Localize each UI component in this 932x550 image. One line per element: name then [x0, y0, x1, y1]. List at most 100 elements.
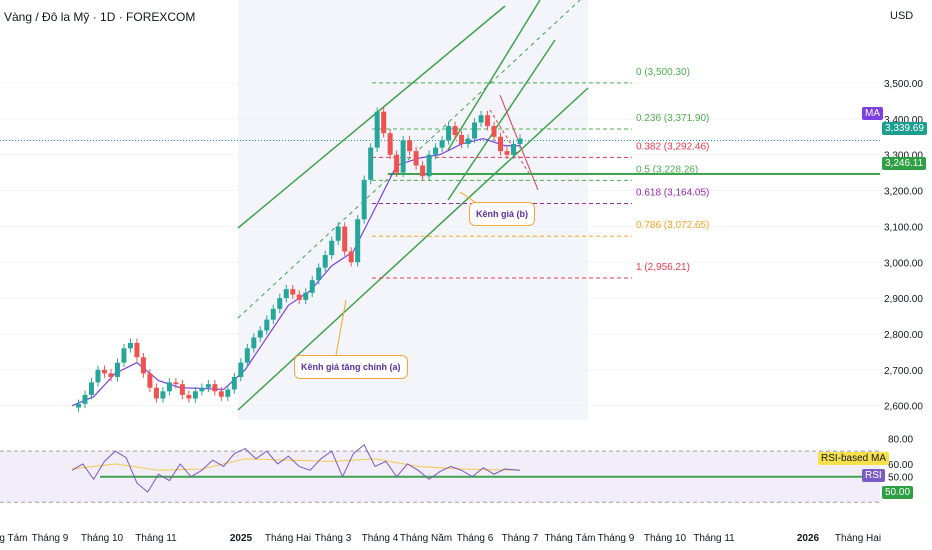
candle-body [368, 147, 374, 180]
candle-body [511, 143, 517, 155]
candle-body [270, 308, 276, 320]
candle-body [491, 126, 497, 137]
price-tick-2: 3,300.00 [884, 151, 923, 162]
rsi-legend[interactable]: RSI [862, 469, 885, 482]
time-tick-14: Tháng 11 [693, 533, 735, 544]
time-tick-2: Tháng 10 [81, 533, 124, 544]
candle-body [296, 294, 302, 300]
candle-body [173, 382, 179, 385]
price-tick-4: 3,100.00 [884, 222, 923, 233]
candle-body [160, 391, 166, 399]
candle-body [147, 373, 153, 388]
current-price-tag: 3,339.69 [882, 122, 927, 135]
time-tick-12: Tháng 9 [598, 533, 635, 544]
candle-body [394, 154, 400, 173]
candle-body [225, 389, 231, 397]
candle-body [387, 133, 393, 155]
price-tick-1: 3,400.00 [884, 115, 923, 126]
rsi-panel [0, 443, 880, 503]
candle-body [199, 387, 205, 392]
time-tick-0: Tháng Tám [0, 533, 27, 544]
candle-body [264, 319, 270, 331]
trend-channels[interactable] [237, 0, 880, 411]
channel-shade [238, 0, 588, 420]
candles [75, 107, 523, 412]
candle-body [446, 126, 452, 141]
rsi-ma-legend[interactable]: RSI-based MA [818, 452, 890, 465]
rsi-tick-1: 60.00 [888, 460, 913, 471]
price-axis[interactable]: 3,500.00 3,400.00 3,300.00 3,200.00 3,100.00… [884, 79, 923, 484]
candle-body [329, 240, 335, 256]
fib-label-2: 0.382 (3,292.46) [636, 141, 709, 152]
candle-body [374, 111, 380, 148]
rsi-tick-0: 80.00 [888, 434, 913, 445]
time-tick-10: Tháng 7 [502, 533, 539, 544]
time-tick-9: Tháng 6 [457, 533, 494, 544]
candle-body [277, 298, 283, 309]
candle-body [166, 382, 172, 392]
price-tick-5: 3,000.00 [884, 258, 923, 269]
fib-label-5: 0.786 (3,072.65) [636, 220, 709, 231]
candle-body [459, 135, 465, 144]
time-tick-13: Tháng 10 [644, 533, 687, 544]
candle-body [335, 226, 341, 241]
candle-body [153, 387, 159, 399]
candle-body [231, 376, 237, 390]
price-tick-0: 3,500.00 [884, 79, 923, 90]
price-tick-8: 2,700.00 [884, 366, 923, 377]
candle-body [485, 115, 491, 127]
channel-a-mid [237, 0, 581, 319]
candle-body [381, 111, 387, 134]
candle-body [257, 330, 263, 338]
ma-tag[interactable]: MA [862, 107, 883, 120]
price-tick-7: 2,800.00 [884, 330, 923, 341]
candle-body [303, 292, 309, 300]
candle-body [82, 394, 88, 404]
annotation-channel-b[interactable]: Kênh giá (b) [469, 202, 535, 226]
rsi-ma-line [71, 458, 521, 471]
fib-label-6: 1 (2,956.21) [636, 262, 690, 273]
time-tick-16: Tháng Hai [835, 533, 881, 544]
candle-body [355, 219, 361, 263]
candle-body [498, 136, 504, 152]
candle-body [186, 394, 192, 399]
rsi-line [71, 443, 521, 493]
candle-body [361, 179, 367, 220]
candle-body [478, 115, 484, 123]
annotation-channel-a[interactable]: Kênh giá tăng chính (a) [294, 355, 408, 379]
candle-body [348, 251, 354, 263]
time-tick-15: 2026 [797, 533, 820, 544]
time-tick-6: Tháng 3 [315, 533, 352, 544]
candle-body [439, 140, 445, 148]
time-tick-3: Tháng 11 [135, 533, 177, 544]
candle-body [95, 369, 101, 383]
candle-body [218, 391, 224, 397]
symbol-title[interactable]: Vàng / Đô la Mỹ · 1D · FOREXCOM [4, 10, 196, 24]
fib-label-3: 0.5 (3,228.26) [636, 164, 698, 175]
candle-body [517, 138, 523, 144]
candle-body [212, 384, 218, 392]
time-tick-7: Tháng 4 [362, 533, 399, 544]
time-tick-4: 2025 [230, 533, 253, 544]
candle-body [283, 289, 289, 299]
candle-body [342, 226, 348, 252]
candle-body [413, 151, 419, 166]
candle-body [433, 147, 439, 155]
price-tick-6: 2,900.00 [884, 294, 923, 305]
time-tick-11: Tháng Tám [545, 533, 596, 544]
candle-body [407, 140, 413, 152]
candle-body [108, 373, 114, 377]
candle-body [192, 391, 198, 399]
candle-body [400, 140, 406, 173]
candle-body [322, 255, 328, 268]
fib-label-0: 0 (3,500.30) [636, 67, 690, 78]
candle-body [75, 403, 81, 408]
currency-label[interactable]: USD [890, 10, 914, 22]
price-tick-3: 3,200.00 [884, 187, 923, 198]
candle-body [121, 348, 127, 363]
price-tick-9: 2,600.00 [884, 402, 923, 413]
time-tick-5: Tháng Hai [265, 533, 311, 544]
candle-body [114, 362, 120, 377]
